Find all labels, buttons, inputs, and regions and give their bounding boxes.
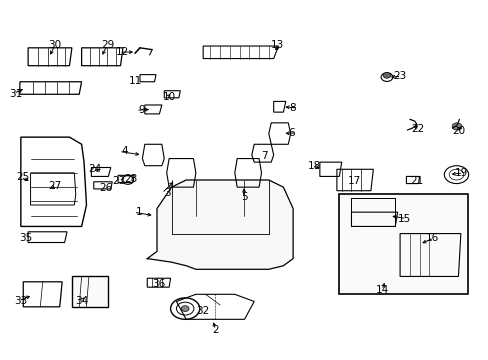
Text: 8: 8 [288,103,295,113]
Text: 18: 18 [307,161,321,171]
Text: 21: 21 [409,176,422,186]
Text: 7: 7 [260,151,267,161]
Text: 11: 11 [129,76,142,86]
Text: 29: 29 [101,40,114,50]
Text: 16: 16 [425,233,438,243]
Text: 26: 26 [100,183,113,193]
Text: 23: 23 [392,71,405,81]
Text: 27: 27 [48,181,61,192]
Text: 32: 32 [196,306,209,316]
Text: 6: 6 [287,128,294,138]
Text: 24: 24 [88,163,102,174]
Text: 20: 20 [452,126,465,136]
Text: 25: 25 [16,172,30,183]
Text: 13: 13 [271,40,284,50]
Polygon shape [147,180,292,269]
Text: 5: 5 [241,192,247,202]
Text: 30: 30 [48,40,61,50]
Text: 17: 17 [347,176,360,186]
Text: 14: 14 [375,285,388,295]
Text: 1: 1 [136,207,142,217]
Text: 9: 9 [138,105,144,115]
Text: 19: 19 [454,168,467,178]
Text: 28: 28 [124,174,137,184]
Circle shape [181,306,189,311]
Text: 35: 35 [19,233,32,243]
Text: 33: 33 [14,296,27,306]
Text: 12: 12 [115,47,128,57]
Text: 3: 3 [163,188,170,198]
Circle shape [382,72,390,78]
Text: 4: 4 [121,147,127,157]
Text: 36: 36 [152,279,165,289]
Text: 10: 10 [162,92,175,102]
Text: 31: 31 [9,89,22,99]
Bar [339,194,467,294]
Text: 22: 22 [410,124,423,134]
Text: 23: 23 [112,176,125,186]
Text: 34: 34 [75,296,88,306]
Text: 2: 2 [212,325,218,335]
Bar [72,276,108,307]
Circle shape [451,123,461,130]
Text: 15: 15 [397,213,410,224]
